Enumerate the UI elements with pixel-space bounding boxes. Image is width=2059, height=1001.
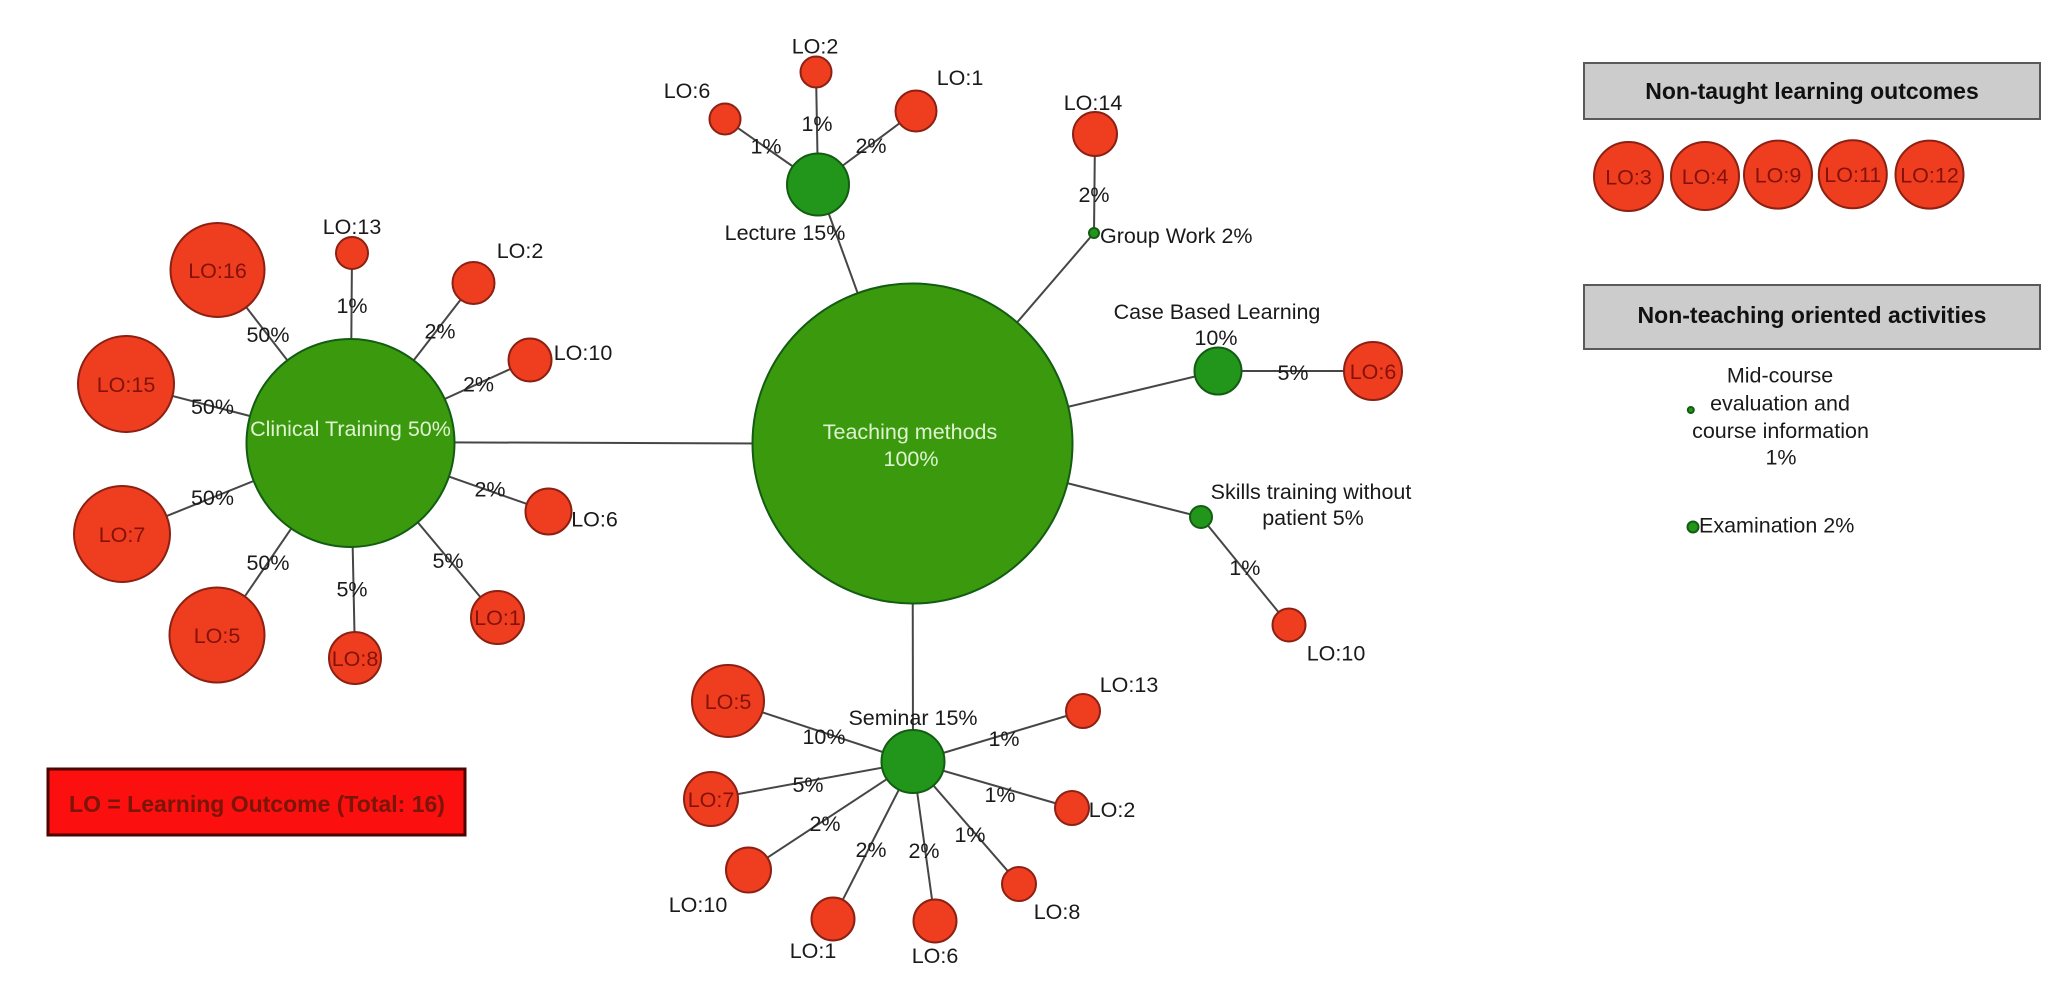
svg-text:1%: 1% [750,135,781,159]
svg-text:LO:8: LO:8 [1034,900,1081,924]
svg-text:5%: 5% [432,549,463,573]
svg-text:LO:12: LO:12 [1900,164,1959,188]
svg-text:LO:16: LO:16 [188,259,247,283]
svg-text:LO:1: LO:1 [937,66,984,90]
svg-text:LO:13: LO:13 [1100,673,1159,697]
svg-text:LO:10: LO:10 [669,893,728,917]
svg-text:50%: 50% [246,551,289,575]
svg-text:LO:7: LO:7 [688,788,735,812]
svg-text:LO:13: LO:13 [323,215,382,239]
svg-text:LO:1: LO:1 [474,606,521,630]
svg-text:LO:4: LO:4 [1682,165,1729,189]
svg-text:LO:6: LO:6 [912,944,959,968]
svg-text:LO:5: LO:5 [705,690,752,714]
svg-text:5%: 5% [792,773,823,797]
svg-text:Case Based Learning: Case Based Learning [1114,300,1321,324]
svg-text:1%: 1% [988,727,1019,751]
svg-text:2%: 2% [855,838,886,862]
svg-text:10%: 10% [1194,326,1237,350]
svg-text:2%: 2% [908,839,939,863]
svg-text:10%: 10% [802,725,845,749]
svg-text:LO = Learning Outcome (Total:: LO = Learning Outcome (Total: 16) [69,791,445,817]
svg-text:2%: 2% [855,134,886,158]
svg-text:LO:6: LO:6 [571,508,618,532]
svg-text:LO:10: LO:10 [554,341,613,365]
svg-text:Teaching methods: Teaching methods [823,420,998,444]
svg-text:course information: course information [1692,419,1869,443]
svg-text:LO:15: LO:15 [97,373,156,397]
svg-text:Skills training without: Skills training without [1211,480,1412,504]
svg-text:Examination 2%: Examination 2% [1699,514,1854,538]
svg-text:50%: 50% [191,395,234,419]
svg-text:LO:9: LO:9 [1755,164,1802,188]
svg-text:LO:7: LO:7 [99,523,146,547]
svg-text:LO:10: LO:10 [1307,642,1366,666]
svg-text:LO:3: LO:3 [1605,166,1652,190]
svg-text:1%: 1% [1229,556,1260,580]
svg-text:Non-teaching oriented activiti: Non-teaching oriented activities [1638,302,1987,328]
svg-text:1%: 1% [336,294,367,318]
svg-text:LO:2: LO:2 [792,35,839,59]
svg-text:LO:14: LO:14 [1064,91,1123,115]
svg-text:2%: 2% [474,478,505,502]
svg-text:2%: 2% [463,373,494,397]
svg-text:1%: 1% [801,112,832,136]
svg-text:50%: 50% [191,486,234,510]
svg-text:evaluation and: evaluation and [1710,392,1850,416]
svg-text:Clinical Training 50%: Clinical Training 50% [250,417,451,441]
svg-text:LO:6: LO:6 [664,79,711,103]
svg-text:Group Work 2%: Group Work 2% [1100,224,1253,248]
svg-text:5%: 5% [336,578,367,602]
svg-text:100%: 100% [884,447,939,471]
svg-text:LO:6: LO:6 [1350,360,1397,384]
svg-text:LO:8: LO:8 [332,647,379,671]
svg-text:1%: 1% [984,783,1015,807]
svg-text:Lecture 15%: Lecture 15% [725,221,846,245]
svg-text:Non-taught learning outcomes: Non-taught learning outcomes [1645,78,1979,104]
svg-text:LO:11: LO:11 [1824,163,1881,187]
svg-text:50%: 50% [246,323,289,347]
svg-text:Mid-course: Mid-course [1727,364,1833,388]
svg-text:2%: 2% [424,320,455,344]
svg-text:LO:5: LO:5 [194,624,241,648]
svg-text:LO:2: LO:2 [1089,798,1136,822]
svg-text:2%: 2% [1078,183,1109,207]
svg-text:1%: 1% [954,823,985,847]
svg-text:LO:1: LO:1 [790,939,837,963]
svg-text:2%: 2% [809,812,840,836]
svg-text:Seminar 15%: Seminar 15% [848,706,977,730]
svg-text:LO:2: LO:2 [497,239,544,263]
svg-text:patient 5%: patient 5% [1262,506,1364,530]
svg-text:5%: 5% [1277,361,1308,385]
svg-text:1%: 1% [1765,446,1796,470]
